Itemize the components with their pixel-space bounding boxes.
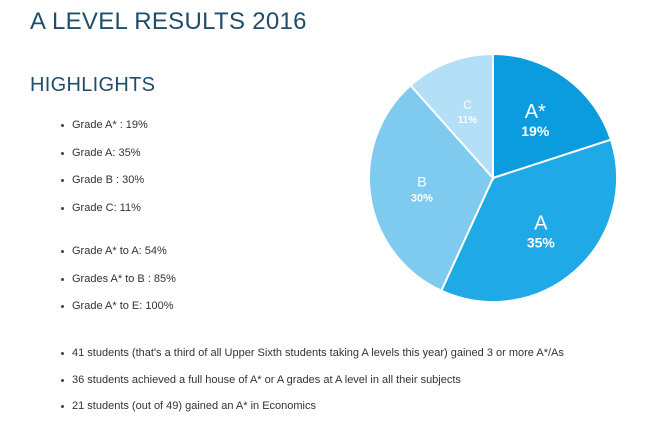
grade-list: Grade A* : 19% Grade A: 35% Grade B : 30… [61, 119, 148, 230]
pie-label: A [534, 213, 548, 235]
grade-pie-chart: A*19% A35% B 30% C 11% [368, 52, 618, 303]
list-item: 41 students (that's a third of all Upper… [61, 347, 564, 374]
list-item: 21 students (out of 49) gained an A* in … [61, 400, 564, 427]
pie-value-label: 11% [458, 115, 478, 126]
pie-slice-a-star [492, 52, 613, 180]
pie-value-label: 35% [527, 235, 556, 251]
pie-slice-c [409, 52, 494, 181]
pie-value-label: 19% [521, 123, 550, 139]
list-item: Grade A* to E: 100% [61, 300, 176, 328]
highlights-heading: HIGHLIGHTS [30, 74, 156, 96]
list-item: Grade A: 35% [61, 147, 148, 175]
pie-label: C [463, 98, 472, 112]
cumulative-list: Grade A* to A: 54% Grades A* to B : 85% … [61, 245, 176, 328]
list-item: Grade B : 30% [61, 174, 148, 202]
list-item: Grades A* to B : 85% [61, 273, 176, 301]
page-title: A LEVEL RESULTS 2016 [30, 8, 307, 35]
pie-slice-b [368, 83, 495, 293]
pie-slice-a [439, 138, 618, 303]
list-item: Grade C: 11% [61, 202, 148, 230]
list-item: Grade A* : 19% [61, 119, 148, 147]
pie-label: B [417, 174, 426, 190]
pie-value-label: 30% [411, 193, 433, 205]
facts-list: 41 students (that's a third of all Upper… [61, 347, 564, 427]
pie-label: A* [525, 101, 546, 123]
list-item: 36 students achieved a full house of A* … [61, 374, 564, 401]
list-item: Grade A* to A: 54% [61, 245, 176, 273]
